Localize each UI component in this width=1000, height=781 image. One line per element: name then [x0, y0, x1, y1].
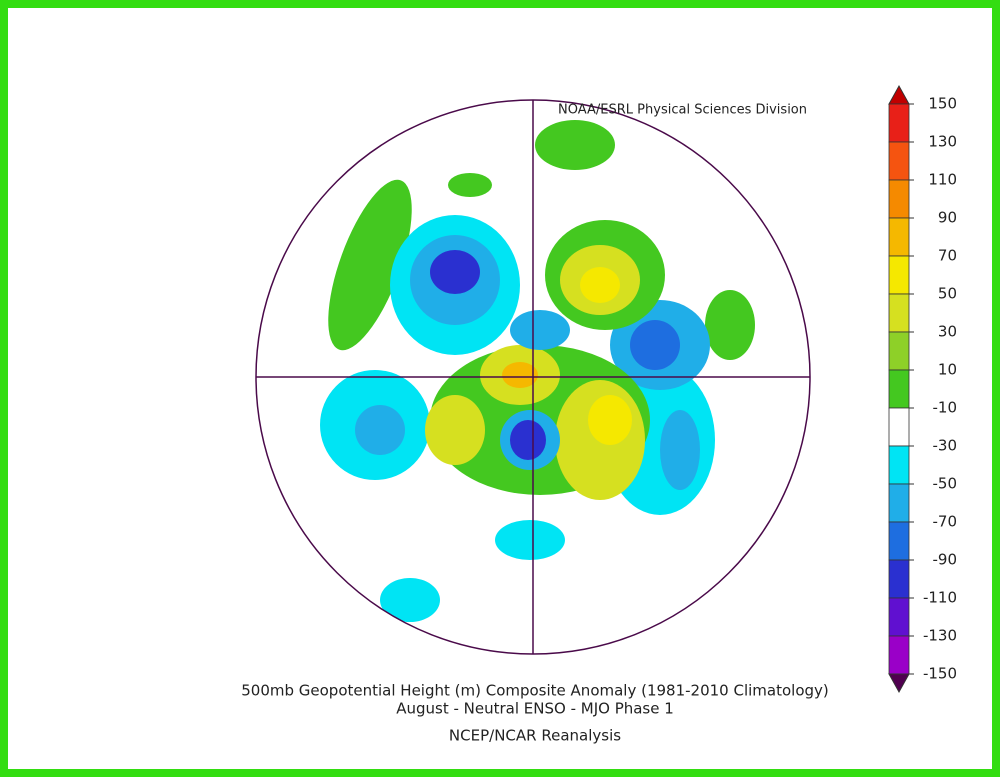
colorbar-band [888, 255, 910, 295]
colorbar-band [888, 331, 910, 371]
colorbar-band [888, 521, 910, 561]
colorbar-band [888, 293, 910, 333]
colorbar-band [888, 635, 910, 675]
colorbar-label: 70 [938, 247, 957, 265]
colorbar-band [888, 483, 910, 523]
colorbar-label: 130 [928, 133, 957, 151]
colorbar-band [888, 597, 910, 637]
colorbar-label: 50 [938, 285, 957, 303]
anomaly-field [320, 120, 755, 622]
colorbar-label: 90 [938, 209, 957, 227]
colorbar-label: -70 [933, 513, 958, 531]
colorbar-band [888, 217, 910, 257]
caption-subtitle: August - Neutral ENSO - MJO Phase 1 [396, 700, 674, 718]
colorbar-label: 10 [938, 361, 957, 379]
colorbar-band [888, 559, 910, 599]
colorbar-label: -90 [933, 551, 958, 569]
colorbar-band [888, 445, 910, 485]
colorbar-label: -50 [933, 475, 958, 493]
colorbar-band [888, 141, 910, 181]
colorbar: 150 130 110 90 70 50 30 10 -10 -30 -50 -70 -90 -110 -1… [888, 84, 958, 694]
caption-title: 500mb Geopotential Height (m) Composite … [241, 682, 829, 700]
colorbar-band [888, 407, 910, 447]
colorbar-label: 150 [928, 95, 957, 113]
colorbar-band [888, 103, 910, 143]
colorbar-label: 110 [928, 171, 957, 189]
colorbar-arrow [888, 673, 910, 694]
colorbar-band [888, 369, 910, 409]
colorbar-label: 30 [938, 323, 957, 341]
colorbar-label: -130 [923, 627, 957, 645]
colorbar-label: -110 [923, 589, 957, 607]
colorbar-label: -30 [933, 437, 958, 455]
credit: NOAA/ESRL Physical Sciences Division [558, 103, 807, 118]
colorbar-label: -10 [933, 399, 958, 417]
caption-source: NCEP/NCAR Reanalysis [449, 727, 621, 745]
colorbar-band [888, 179, 910, 219]
colorbar-label: -150 [923, 665, 957, 683]
